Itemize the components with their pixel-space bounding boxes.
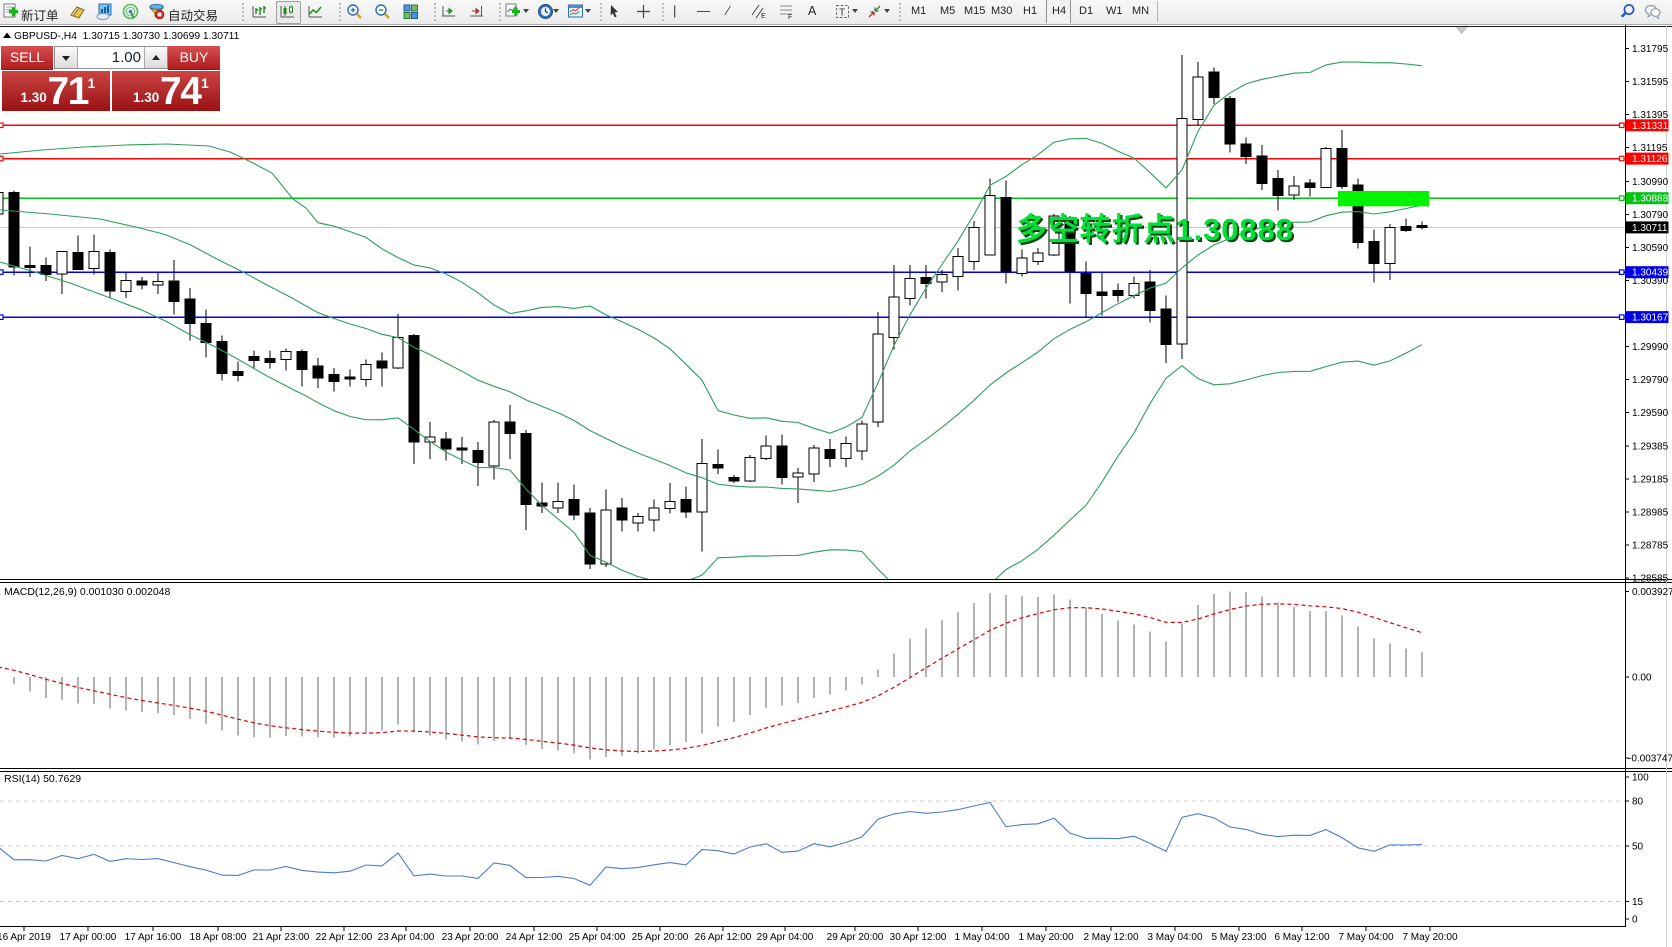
svg-text:17 Apr 00:00: 17 Apr 00:00 xyxy=(60,932,117,943)
svg-text:25 Apr 04:00: 25 Apr 04:00 xyxy=(569,932,626,943)
svg-text:1.28585: 1.28585 xyxy=(1632,574,1669,585)
svg-text:26 Apr 12:00: 26 Apr 12:00 xyxy=(695,932,752,943)
svg-text:29 Apr 04:00: 29 Apr 04:00 xyxy=(757,932,814,943)
svg-text:1.31595: 1.31595 xyxy=(1632,77,1669,88)
svg-text:1.29990: 1.29990 xyxy=(1632,342,1669,353)
svg-text:100: 100 xyxy=(1632,773,1649,784)
svg-text:50: 50 xyxy=(1632,842,1644,853)
svg-text:F: F xyxy=(788,14,792,20)
svg-text:1.30790: 1.30790 xyxy=(1632,210,1669,221)
svg-text:29 Apr 20:00: 29 Apr 20:00 xyxy=(827,932,884,943)
svg-text:16 Apr 2019: 16 Apr 2019 xyxy=(0,932,51,943)
svg-text:1.30711: 1.30711 xyxy=(1632,223,1668,234)
svg-text:30 Apr 12:00: 30 Apr 12:00 xyxy=(890,932,947,943)
svg-text:17 Apr 16:00: 17 Apr 16:00 xyxy=(125,932,182,943)
svg-text:1.30990: 1.30990 xyxy=(1632,177,1669,188)
svg-text:1 May 20:00: 1 May 20:00 xyxy=(1018,932,1073,943)
svg-text:0.00: 0.00 xyxy=(1632,672,1652,683)
svg-text:MACD(12,26,9) 0.001030 0.00204: MACD(12,26,9) 0.001030 0.002048 xyxy=(4,586,171,598)
svg-text:1.29185: 1.29185 xyxy=(1632,475,1669,486)
svg-text:15: 15 xyxy=(1632,897,1644,908)
svg-text:25 Apr 20:00: 25 Apr 20:00 xyxy=(632,932,689,943)
svg-text:0: 0 xyxy=(1632,915,1638,926)
svg-text:1.31126: 1.31126 xyxy=(1632,154,1668,165)
svg-text:RSI(14) 50.7629: RSI(14) 50.7629 xyxy=(4,773,81,785)
svg-text:1.30439: 1.30439 xyxy=(1632,268,1669,279)
svg-text:23 Apr 20:00: 23 Apr 20:00 xyxy=(442,932,499,943)
svg-text:23 Apr 04:00: 23 Apr 04:00 xyxy=(378,932,435,943)
svg-text:7 May 04:00: 7 May 04:00 xyxy=(1338,932,1393,943)
svg-text:21 Apr 23:00: 21 Apr 23:00 xyxy=(253,932,310,943)
svg-text:0.003927: 0.003927 xyxy=(1632,587,1672,598)
svg-text:1.30888: 1.30888 xyxy=(1632,194,1669,205)
svg-text:22 Apr 12:00: 22 Apr 12:00 xyxy=(316,932,373,943)
svg-text:5 May 23:00: 5 May 23:00 xyxy=(1211,932,1266,943)
svg-text:1.30590: 1.30590 xyxy=(1632,243,1669,254)
svg-text:24 Apr 12:00: 24 Apr 12:00 xyxy=(506,932,563,943)
svg-text:1.29385: 1.29385 xyxy=(1632,442,1669,453)
svg-text:1.30390: 1.30390 xyxy=(1632,276,1669,287)
svg-text:3 May 04:00: 3 May 04:00 xyxy=(1147,932,1202,943)
svg-text:T: T xyxy=(839,8,845,19)
svg-text:E: E xyxy=(761,13,766,20)
svg-text:GBPUSD-,H4 1.30715 1.30730 1.: GBPUSD-,H4 1.30715 1.30730 1.30699 1.307… xyxy=(14,31,240,42)
svg-text:80: 80 xyxy=(1632,797,1644,808)
svg-text:18 Apr 08:00: 18 Apr 08:00 xyxy=(190,932,247,943)
svg-text:7 May 20:00: 7 May 20:00 xyxy=(1402,932,1457,943)
svg-text:1 May 04:00: 1 May 04:00 xyxy=(954,932,1009,943)
svg-text:1.28785: 1.28785 xyxy=(1632,541,1669,552)
svg-text:6 May 12:00: 6 May 12:00 xyxy=(1274,932,1329,943)
svg-text:1.28985: 1.28985 xyxy=(1632,508,1669,519)
svg-text:1.29590: 1.29590 xyxy=(1632,408,1669,419)
svg-text:1.31331: 1.31331 xyxy=(1632,121,1669,132)
svg-text:-0.003747: -0.003747 xyxy=(1628,754,1672,765)
svg-text:1.31195: 1.31195 xyxy=(1632,143,1668,154)
svg-text:1.29790: 1.29790 xyxy=(1632,375,1669,386)
svg-text:1.30167: 1.30167 xyxy=(1632,313,1669,324)
svg-text:2 May 12:00: 2 May 12:00 xyxy=(1083,932,1138,943)
svg-text:1.31395: 1.31395 xyxy=(1632,110,1669,121)
svg-text:1.31795: 1.31795 xyxy=(1632,44,1669,55)
